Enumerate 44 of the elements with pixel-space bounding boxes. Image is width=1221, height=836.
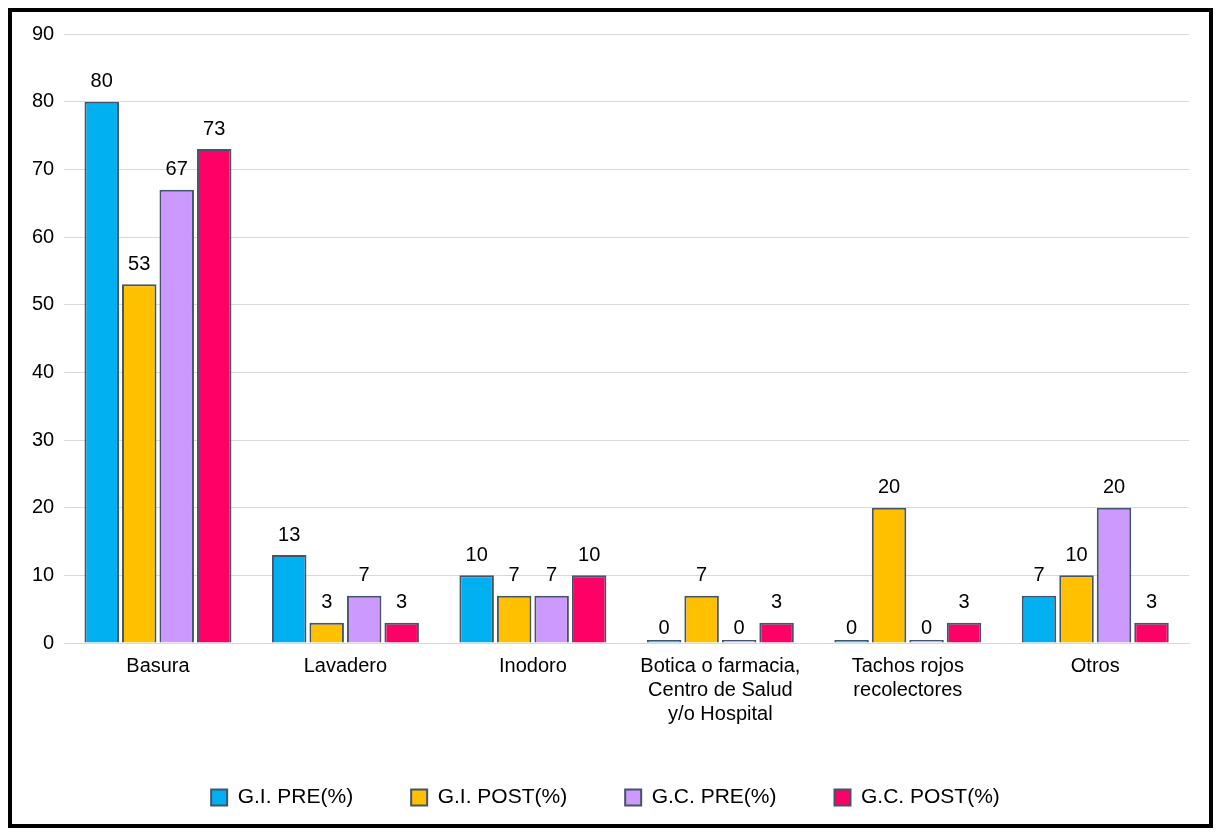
y-tick-label: 80 [32,89,55,112]
data-label: 73 [203,116,226,139]
data-label: 0 [658,615,670,638]
data-label: 10 [1065,542,1088,565]
data-label: 3 [958,590,970,613]
legend-label: G.I. POST(%) [437,784,568,808]
data-label: 80 [90,69,113,92]
y-tick-label: 90 [32,21,55,44]
legend-label: G.C. POST(%) [861,784,1000,808]
data-label: 3 [321,590,333,613]
data-label: 7 [1033,563,1045,586]
y-tick-label: 20 [32,495,55,518]
y-tick-label: 30 [32,427,55,450]
data-label: 7 [508,563,520,586]
x-tick-label: Lavadero [303,653,388,676]
data-label: 7 [696,563,708,586]
data-label: 20 [1102,475,1126,498]
data-label: 3 [396,590,408,613]
legend-label: G.I. PRE(%) [237,784,354,808]
y-tick-label: 40 [32,359,55,382]
data-label: 0 [920,615,933,638]
y-tick-label: 50 [32,292,55,315]
x-tick-label: Basura [126,653,191,676]
x-tick-label: Otros [1070,653,1120,676]
legend-label: G.C. PRE(%) [651,784,777,808]
x-tick-label: Botica o farmacia, Centro de Salud y/o Hospital [640,653,801,724]
y-tick-label: 0 [43,630,55,653]
data-label: 67 [165,157,188,180]
data-label: 0 [733,615,745,638]
data-label: 20 [877,475,901,498]
data-label: 7 [358,563,370,586]
data-label: 10 [578,542,601,565]
data-label: 13 [278,522,301,545]
data-label: 10 [465,542,488,565]
y-tick-label: 10 [32,562,55,585]
x-tick-label: Inodoro [498,653,567,676]
y-tick-label: 70 [32,156,55,179]
data-label: 0 [846,615,858,638]
data-label: 3 [771,590,783,613]
data-label: 3 [1145,590,1158,613]
data-label: 7 [546,563,558,586]
y-tick-label: 60 [32,224,55,247]
data-label: 53 [128,251,151,274]
x-tick-label: Tachos rojos recolectores [851,653,964,700]
